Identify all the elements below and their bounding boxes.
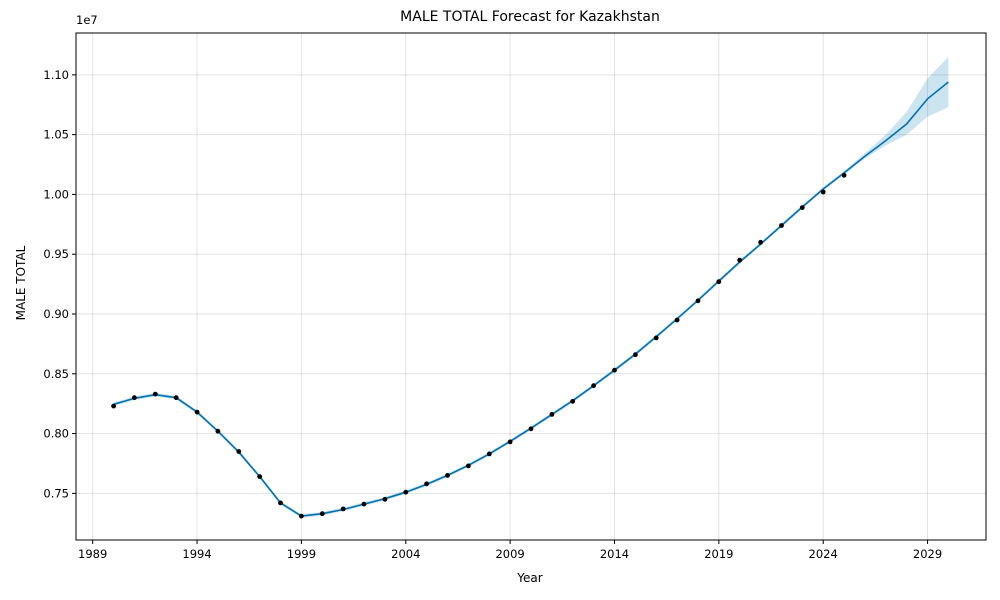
y-tick-label: 0.80 xyxy=(43,427,69,441)
grid xyxy=(76,33,986,540)
observed-point xyxy=(466,463,471,469)
y-tick-label: 1.00 xyxy=(43,187,69,201)
observed-point xyxy=(111,403,116,409)
y-axis: 0.75 0.80 0.85 0.90 0.95 1.00 1.05 1.10 xyxy=(43,68,76,500)
observed-point xyxy=(445,473,450,478)
observed-point xyxy=(319,511,325,517)
observed-point xyxy=(758,239,763,245)
y-tick-label: 0.85 xyxy=(43,367,69,381)
observed-point xyxy=(132,395,137,401)
observed-point xyxy=(653,335,659,341)
observed-point xyxy=(612,367,617,373)
observed-point xyxy=(779,223,784,228)
observed-point xyxy=(382,496,388,502)
observed-point xyxy=(257,474,263,479)
observed-point xyxy=(674,317,680,323)
x-tick-label: 1994 xyxy=(182,547,211,561)
plot-frame xyxy=(75,32,987,541)
y-tick-label: 0.75 xyxy=(43,486,69,500)
observed-point xyxy=(340,506,346,512)
observed-point xyxy=(215,428,221,434)
observed-point xyxy=(737,257,743,263)
x-tick-label: 2004 xyxy=(391,547,420,561)
x-tick-label: 1999 xyxy=(287,547,316,561)
observed-point xyxy=(361,501,367,507)
observed-point xyxy=(695,298,701,304)
x-tick-label: 2009 xyxy=(495,547,524,561)
y-tick-label: 0.95 xyxy=(43,247,69,261)
x-tick-label: 1989 xyxy=(78,547,107,561)
observed-point xyxy=(403,489,409,495)
x-axis-label: Year xyxy=(516,571,542,585)
observed-point xyxy=(549,412,555,417)
observed-point xyxy=(236,449,242,454)
observed-point xyxy=(194,409,200,415)
y-tick-label: 0.90 xyxy=(43,307,69,321)
observed-point xyxy=(633,352,638,358)
observed-point xyxy=(278,500,283,506)
x-tick-label: 2029 xyxy=(913,547,942,561)
chart-title: MALE TOTAL Forecast for Kazakhstan xyxy=(400,9,660,25)
observed-point xyxy=(152,391,158,397)
y-axis-offset-label: 1e7 xyxy=(76,13,98,27)
observed-point xyxy=(507,439,513,445)
observed-point xyxy=(424,481,429,487)
x-tick-label: 2019 xyxy=(704,547,733,561)
y-tick-label: 1.10 xyxy=(43,68,69,82)
observed-point xyxy=(591,383,596,389)
observed-point xyxy=(299,513,304,519)
observed-point xyxy=(799,205,805,211)
observed-point xyxy=(841,172,847,178)
observed-point xyxy=(820,189,826,195)
observed-points xyxy=(111,172,847,519)
observed-point xyxy=(570,398,576,404)
y-tick-label: 1.05 xyxy=(43,128,69,142)
observed-point xyxy=(486,451,492,457)
observed-point xyxy=(716,279,722,285)
y-axis-label: MALE TOTAL xyxy=(14,245,28,320)
x-tick-label: 2024 xyxy=(809,547,838,561)
x-axis: 1989 1994 1999 2004 2009 2014 2019 2024 2029 xyxy=(78,540,942,561)
observed-point xyxy=(528,426,534,432)
x-tick-label: 2014 xyxy=(600,547,629,561)
observed-point xyxy=(173,395,179,401)
